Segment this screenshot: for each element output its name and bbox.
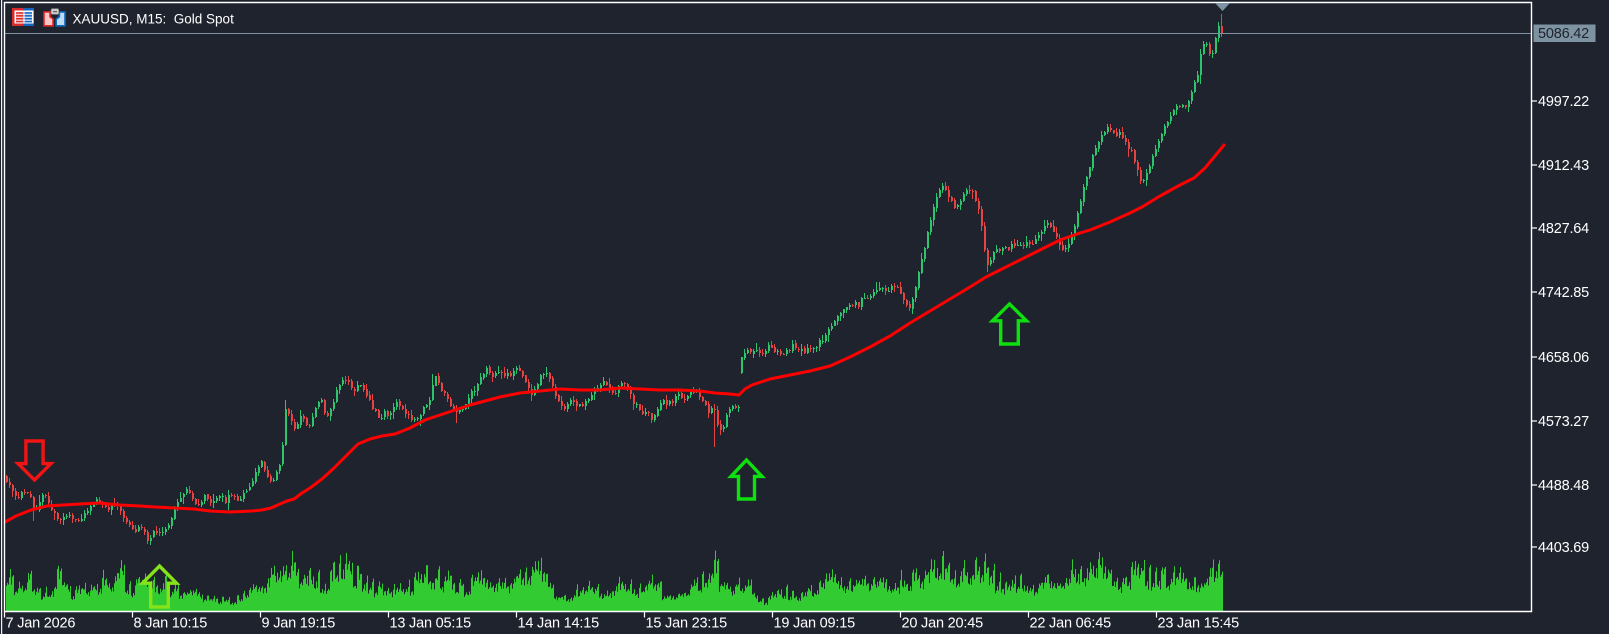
svg-text:7 Jan 2026: 7 Jan 2026 bbox=[6, 616, 76, 632]
svg-text:4912.43: 4912.43 bbox=[1538, 158, 1589, 174]
svg-text:8 Jan 10:15: 8 Jan 10:15 bbox=[134, 616, 208, 632]
svg-text:23 Jan 15:45: 23 Jan 15:45 bbox=[1158, 616, 1240, 632]
svg-text:5086.42: 5086.42 bbox=[1538, 26, 1589, 42]
svg-text:4403.69: 4403.69 bbox=[1538, 540, 1589, 556]
svg-text:4827.64: 4827.64 bbox=[1538, 221, 1589, 237]
svg-text:9 Jan 19:15: 9 Jan 19:15 bbox=[262, 616, 336, 632]
svg-text:4742.85: 4742.85 bbox=[1538, 285, 1589, 301]
svg-text:15 Jan 23:15: 15 Jan 23:15 bbox=[646, 616, 728, 632]
svg-text:14 Jan 14:15: 14 Jan 14:15 bbox=[518, 616, 600, 632]
svg-text:4573.27: 4573.27 bbox=[1538, 414, 1589, 430]
svg-text:4997.22: 4997.22 bbox=[1538, 94, 1589, 110]
svg-text:20 Jan 20:45: 20 Jan 20:45 bbox=[902, 616, 984, 632]
svg-text:4488.48: 4488.48 bbox=[1538, 478, 1589, 494]
svg-text:13 Jan 05:15: 13 Jan 05:15 bbox=[390, 616, 472, 632]
svg-text:19 Jan 09:15: 19 Jan 09:15 bbox=[774, 616, 856, 632]
svg-text:XAUUSD, M15: Gold Spot: XAUUSD, M15: Gold Spot bbox=[73, 12, 235, 27]
svg-text:22 Jan 06:45: 22 Jan 06:45 bbox=[1030, 616, 1112, 632]
svg-text:4658.06: 4658.06 bbox=[1538, 350, 1589, 366]
